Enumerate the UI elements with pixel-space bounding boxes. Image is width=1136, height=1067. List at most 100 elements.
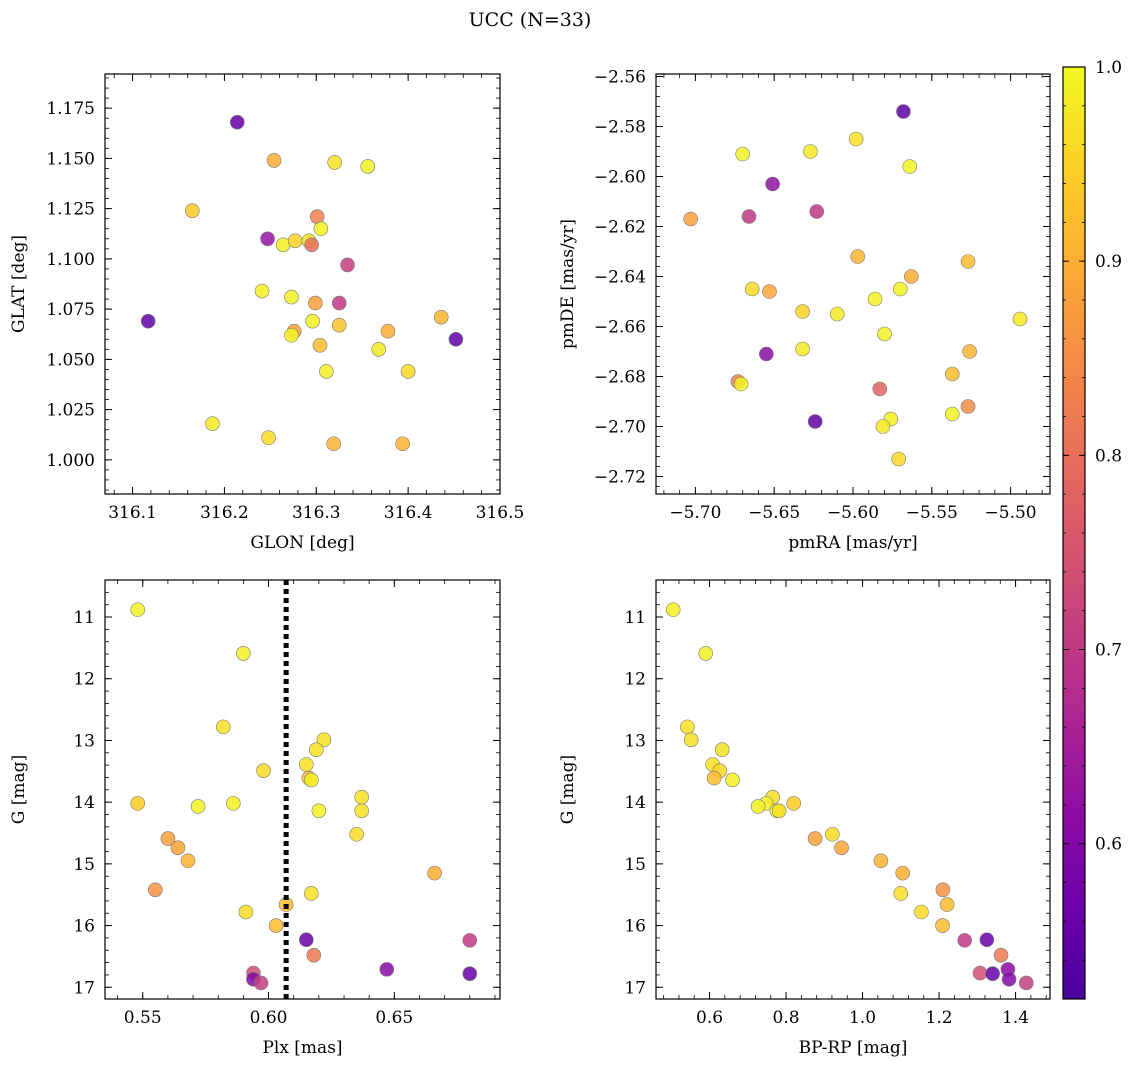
x-tick-label: 0.65 bbox=[375, 1008, 413, 1028]
y-tick-label: 17 bbox=[73, 978, 95, 998]
x-tick-label: −5.70 bbox=[669, 503, 721, 523]
data-point bbox=[284, 289, 299, 305]
y-tick-label: 15 bbox=[624, 855, 646, 875]
data-point bbox=[902, 159, 918, 174]
data-point bbox=[875, 419, 891, 434]
y-tick-label: −2.70 bbox=[594, 418, 646, 438]
data-point bbox=[260, 231, 275, 247]
y-tick-label: 12 bbox=[73, 670, 95, 690]
data-point bbox=[795, 341, 810, 357]
data-point bbox=[683, 732, 699, 748]
y-tick-label: 15 bbox=[73, 855, 95, 875]
data-point bbox=[795, 304, 810, 319]
data-point bbox=[829, 306, 845, 322]
data-point bbox=[215, 719, 231, 735]
data-point bbox=[807, 831, 823, 846]
data-point bbox=[360, 159, 376, 174]
data-point bbox=[354, 789, 369, 805]
data-point bbox=[725, 772, 740, 788]
data-point bbox=[427, 865, 442, 881]
data-point bbox=[287, 233, 303, 249]
data-point bbox=[809, 204, 825, 219]
data-point bbox=[904, 269, 919, 284]
x-tick-label: −5.60 bbox=[827, 503, 879, 523]
data-point bbox=[935, 882, 951, 898]
x-tick-label: 316.5 bbox=[476, 503, 525, 523]
scatter-panel-glon-glat: 316.1 316.2 316.3 316.4 316.5 1.000 1.025 1.050… bbox=[9, 73, 525, 553]
data-point bbox=[309, 742, 324, 757]
data-point bbox=[985, 966, 1000, 981]
y-tick-label: 11 bbox=[73, 608, 95, 628]
colorbar-gradient bbox=[1062, 66, 1086, 1000]
colorbar-tick-label: 0.6 bbox=[1095, 835, 1122, 855]
y-tick-label: 1.175 bbox=[46, 99, 95, 119]
data-point bbox=[962, 344, 977, 359]
y-axis-label: pmDE [mas/yr] bbox=[558, 219, 578, 349]
data-point bbox=[873, 853, 889, 869]
data-point bbox=[895, 865, 911, 881]
x-tick-label: 316.1 bbox=[108, 503, 157, 523]
y-tick-label: 16 bbox=[624, 917, 646, 937]
data-point bbox=[1018, 975, 1034, 991]
data-point bbox=[395, 436, 410, 452]
data-point bbox=[306, 947, 322, 963]
y-tick-label: 14 bbox=[624, 793, 646, 813]
x-tick-label: 0.60 bbox=[250, 1008, 288, 1028]
data-point bbox=[891, 451, 907, 467]
y-tick-label: 14 bbox=[73, 793, 95, 813]
data-point bbox=[140, 313, 156, 329]
scatter-panel-bprp-g: 0.6 0.8 1.0 1.2 1.4 11 12 13 14 15 16 17 BP-RP [mag]… bbox=[558, 579, 1051, 1058]
data-point bbox=[253, 975, 269, 991]
data-point bbox=[379, 962, 395, 977]
data-point bbox=[205, 416, 220, 431]
data-point bbox=[298, 757, 314, 772]
data-point bbox=[304, 886, 319, 901]
data-point bbox=[979, 932, 995, 948]
y-tick-label: 1.125 bbox=[46, 200, 95, 220]
data-point bbox=[462, 966, 478, 981]
axes-frame bbox=[104, 73, 501, 495]
data-point bbox=[834, 840, 849, 856]
data-point bbox=[944, 406, 960, 422]
data-point bbox=[914, 904, 929, 920]
scatter-panel-pmra-pmde: −5.70 −5.65 −5.60 −5.55 −5.50 −2.72 −2.70 −2.68… bbox=[558, 68, 1051, 553]
data-point bbox=[803, 144, 818, 159]
data-point bbox=[1012, 311, 1028, 327]
y-tick-label: −2.58 bbox=[594, 118, 646, 138]
colorbar-tick-label: 1.0 bbox=[1095, 58, 1122, 78]
data-point bbox=[190, 799, 206, 814]
x-axis-label: GLON [deg] bbox=[250, 533, 354, 553]
data-point bbox=[892, 281, 908, 297]
data-point bbox=[130, 602, 146, 617]
data-point bbox=[893, 886, 909, 901]
y-tick-label: 16 bbox=[73, 917, 95, 937]
data-point bbox=[850, 249, 866, 264]
data-point bbox=[130, 796, 146, 811]
data-point bbox=[268, 918, 284, 933]
y-tick-label: 11 bbox=[624, 608, 646, 628]
data-point bbox=[371, 342, 387, 357]
colorbar-tick-label: 0.9 bbox=[1095, 252, 1122, 272]
data-point bbox=[331, 317, 347, 333]
data-point bbox=[433, 309, 449, 325]
scatter-panel-plx-g: 0.55 0.60 0.65 11 12 13 14 15 16 17 Plx [mas] G [ma… bbox=[9, 579, 501, 1058]
data-point bbox=[313, 221, 329, 237]
data-point bbox=[354, 803, 369, 819]
data-point bbox=[786, 796, 802, 811]
data-point bbox=[331, 295, 347, 311]
data-point bbox=[706, 770, 722, 786]
data-point bbox=[256, 763, 271, 778]
x-tick-label: 0.8 bbox=[773, 1008, 800, 1028]
data-point bbox=[939, 897, 955, 912]
x-tick-label: −5.55 bbox=[906, 503, 958, 523]
x-axis-label: pmRA [mas/yr] bbox=[788, 533, 917, 553]
data-point bbox=[298, 932, 314, 948]
y-tick-label: 13 bbox=[73, 731, 95, 751]
data-point bbox=[304, 772, 319, 788]
y-tick-label: 1.150 bbox=[46, 149, 95, 169]
data-point bbox=[744, 281, 760, 297]
data-point bbox=[462, 933, 478, 948]
data-point bbox=[771, 803, 787, 819]
data-point bbox=[305, 313, 320, 329]
y-tick-label: −2.72 bbox=[594, 468, 646, 488]
